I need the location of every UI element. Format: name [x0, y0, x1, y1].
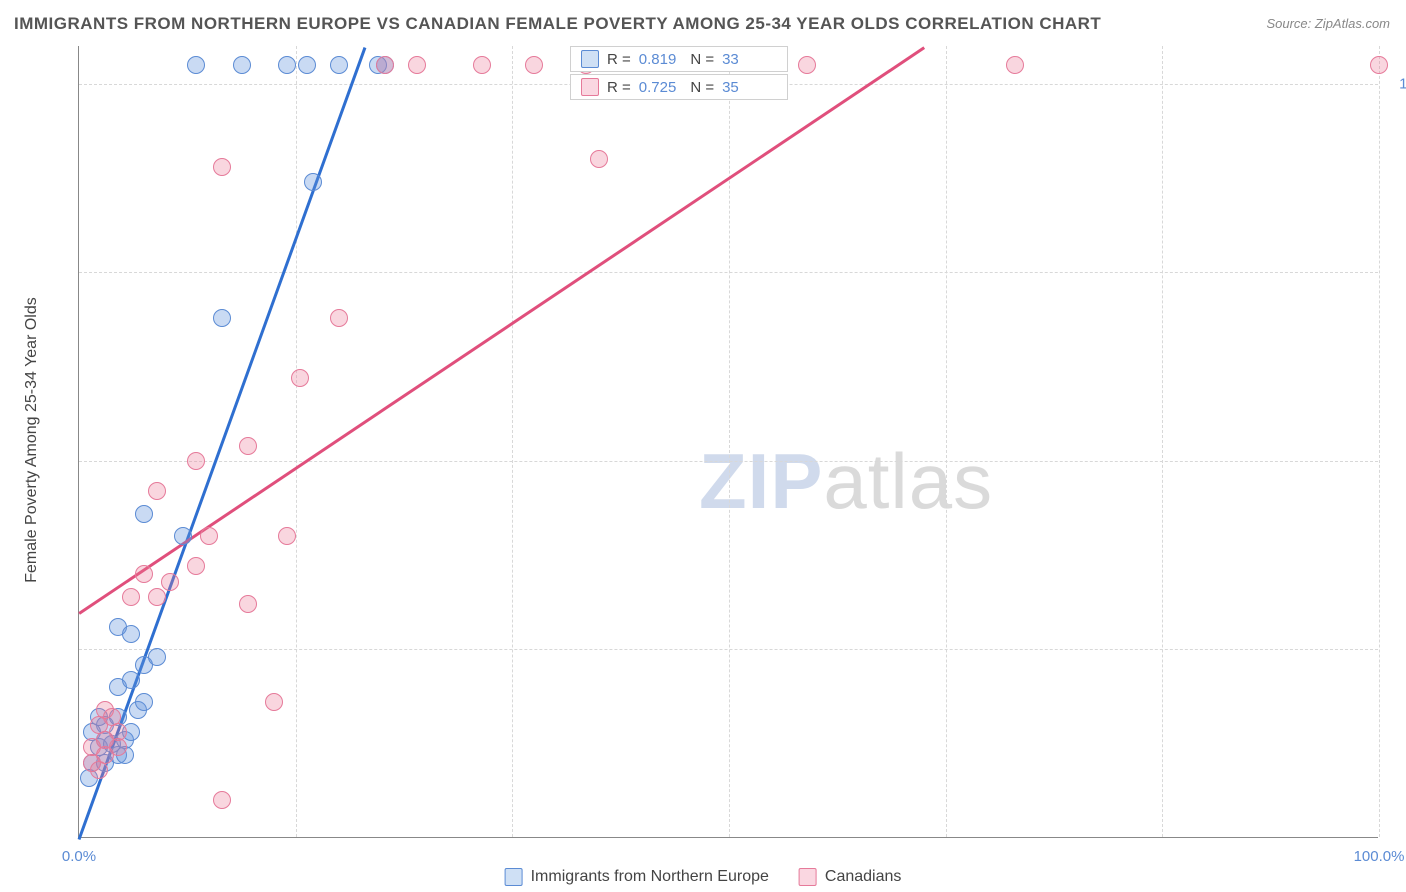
legend-item-pink: Canadians	[799, 868, 902, 886]
n-label: N =	[690, 79, 714, 96]
data-point-blue	[187, 56, 205, 74]
gridline-vertical	[729, 46, 730, 837]
legend-swatch-pink	[799, 868, 817, 886]
watermark-part2: atlas	[823, 437, 993, 525]
data-point-blue	[122, 671, 140, 689]
data-point-pink	[376, 56, 394, 74]
data-point-blue	[330, 56, 348, 74]
data-point-blue	[278, 56, 296, 74]
legend-stats-blue: R = 0.819 N = 33	[570, 46, 788, 72]
data-point-pink	[109, 738, 127, 756]
data-point-pink	[148, 482, 166, 500]
data-point-pink	[122, 588, 140, 606]
data-point-pink	[330, 309, 348, 327]
data-point-blue	[298, 56, 316, 74]
legend-label-pink: Canadians	[825, 868, 902, 886]
data-point-pink	[135, 565, 153, 583]
source-label: Source: ZipAtlas.com	[1266, 16, 1390, 31]
data-point-pink	[798, 56, 816, 74]
data-point-pink	[213, 158, 231, 176]
data-point-blue	[122, 625, 140, 643]
data-point-pink	[1006, 56, 1024, 74]
gridline-vertical	[1379, 46, 1380, 837]
n-label: N =	[690, 51, 714, 68]
x-tick-label: 100.0%	[1354, 848, 1405, 865]
data-point-pink	[278, 527, 296, 545]
data-point-pink	[473, 56, 491, 74]
r-label: R =	[607, 51, 631, 68]
data-point-pink	[187, 452, 205, 470]
data-point-pink	[525, 56, 543, 74]
data-point-pink	[291, 369, 309, 387]
gridline-vertical	[1162, 46, 1163, 837]
y-axis-label: Female Poverty Among 25-34 Year Olds	[23, 297, 41, 583]
data-point-pink	[161, 573, 179, 591]
data-point-blue	[304, 173, 322, 191]
chart-title: IMMIGRANTS FROM NORTHERN EUROPE VS CANAD…	[14, 14, 1101, 34]
r-label: R =	[607, 79, 631, 96]
data-point-pink	[1370, 56, 1388, 74]
gridline-vertical	[946, 46, 947, 837]
data-point-pink	[200, 527, 218, 545]
y-tick-label: 50.0%	[1390, 452, 1406, 469]
legend-label-blue: Immigrants from Northern Europe	[531, 868, 769, 886]
n-value: 33	[722, 51, 739, 68]
data-point-pink	[148, 588, 166, 606]
legend-bottom: Immigrants from Northern Europe Canadian…	[505, 868, 902, 886]
legend-item-blue: Immigrants from Northern Europe	[505, 868, 769, 886]
data-point-pink	[408, 56, 426, 74]
legend-stats-pink: R = 0.725 N = 35	[570, 74, 788, 100]
data-point-blue	[213, 309, 231, 327]
data-point-pink	[590, 150, 608, 168]
watermark-part1: ZIP	[699, 437, 823, 525]
data-point-pink	[103, 708, 121, 726]
data-point-pink	[90, 761, 108, 779]
legend-swatch-icon	[581, 78, 599, 96]
data-point-blue	[135, 693, 153, 711]
data-point-blue	[148, 648, 166, 666]
legend-swatch-icon	[581, 50, 599, 68]
r-value: 0.819	[639, 51, 677, 68]
y-tick-label: 100.0%	[1390, 75, 1406, 92]
x-tick-label: 0.0%	[62, 848, 96, 865]
data-point-pink	[213, 791, 231, 809]
data-point-pink	[239, 437, 257, 455]
data-point-pink	[265, 693, 283, 711]
data-point-blue	[174, 527, 192, 545]
legend-swatch-blue	[505, 868, 523, 886]
watermark: ZIPatlas	[699, 436, 993, 527]
r-value: 0.725	[639, 79, 677, 96]
data-point-pink	[239, 595, 257, 613]
n-value: 35	[722, 79, 739, 96]
data-point-blue	[135, 505, 153, 523]
data-point-blue	[233, 56, 251, 74]
gridline-vertical	[296, 46, 297, 837]
y-tick-label: 25.0%	[1390, 641, 1406, 658]
scatter-plot-area: ZIPatlas 25.0%50.0%75.0%100.0%0.0%100.0%	[78, 46, 1378, 838]
data-point-pink	[187, 557, 205, 575]
gridline-vertical	[512, 46, 513, 837]
y-tick-label: 75.0%	[1390, 264, 1406, 281]
